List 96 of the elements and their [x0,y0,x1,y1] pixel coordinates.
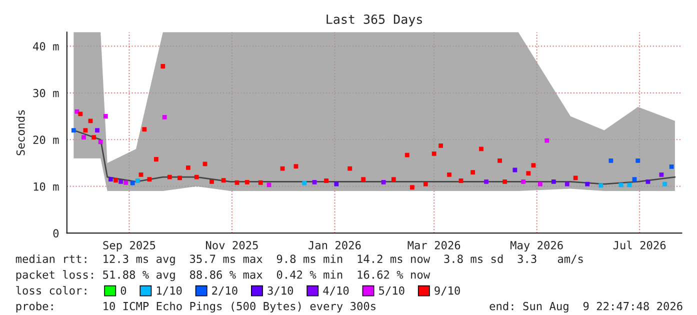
point [312,180,317,184]
point [194,174,199,180]
point [210,179,214,184]
point [531,163,536,168]
point [512,168,518,172]
legend-label: 2/10 [212,286,238,296]
point [458,178,464,183]
point [334,182,339,186]
text: end: Sun Aug 9 22:47:48 2026 [490,302,682,313]
x-tick-label: May 2026 [510,240,563,252]
point [521,179,526,184]
point [88,118,93,124]
legend-label: 5/10 [379,286,404,296]
point [669,164,674,169]
point [608,158,614,163]
chart-title: Last 365 Days [326,14,422,26]
legend-label: 3/10 [268,286,294,296]
point [585,182,590,186]
point [538,182,542,186]
point [294,164,298,168]
y-tick-label: 20 m [33,136,59,144]
point [244,180,250,184]
point [632,177,637,182]
x-tick-label: Jan 2026 [308,240,361,250]
point [98,140,103,144]
point [124,180,128,185]
point [564,182,570,186]
point [71,128,76,132]
x-tick-label: Jul 2026 [613,240,666,250]
point [544,138,550,143]
legend-label: 0 [120,286,126,295]
y-axis-title: Seconds [16,110,25,156]
point [526,171,531,176]
point [95,128,100,132]
text: packet loss: 51.88 % avg 88.86 % max 0.42 % min 16.62 % now [16,270,430,282]
y-tick-label: 10 m [34,182,59,191]
point [479,146,484,152]
point [280,166,285,171]
point [423,182,428,186]
point [83,128,88,132]
point [167,174,172,180]
point [662,182,668,186]
point [221,178,226,182]
point [108,177,113,182]
point [404,152,410,158]
point [324,178,328,183]
point [447,172,452,177]
point [258,180,263,185]
point [391,177,396,182]
point [361,177,366,182]
point [646,179,650,184]
point [498,158,502,163]
point [160,64,166,68]
x-tick-label: Sep 2025 [103,240,156,252]
point [78,112,83,116]
point [82,135,86,140]
point [154,157,158,162]
text: median rtt: 12.3 ms avg 35.7 ms max 9.8 ms min 14.2 ms now 3.8 ms sd 3.3 am/s [16,254,583,266]
point [234,180,240,185]
point [202,162,208,166]
point [410,185,414,190]
point [598,183,604,188]
point [432,151,436,156]
y-tick-label: 40 m [33,42,59,51]
point [118,179,124,184]
point [302,180,307,186]
x-tick-label: Nov 2025 [206,240,258,250]
point [162,114,167,120]
point [130,180,135,186]
point [147,177,152,182]
point [142,127,147,132]
legend-label: 9/10 [434,286,460,296]
text: probe: 10 ICMP Echo Pings (500 Bytes) every 300s [16,302,376,313]
point [138,172,144,177]
point [135,178,140,183]
point [636,158,640,163]
point [103,114,108,118]
point [659,172,664,177]
x-tick-label: Mar 2026 [408,240,460,250]
point [381,180,386,184]
point [573,176,578,180]
point [551,179,556,184]
legend-title: loss color: [16,286,86,295]
point [470,170,476,175]
point [186,165,190,170]
y-tick-label: 30 m [33,88,59,98]
legend-label: 4/10 [323,286,349,296]
point [502,179,508,184]
point [114,178,118,182]
legend-label: 1/10 [157,286,182,296]
point [92,135,96,140]
y-tick-label: 0 [53,229,59,238]
point [438,144,444,148]
point [484,179,488,184]
point [348,166,352,171]
point [178,176,182,180]
